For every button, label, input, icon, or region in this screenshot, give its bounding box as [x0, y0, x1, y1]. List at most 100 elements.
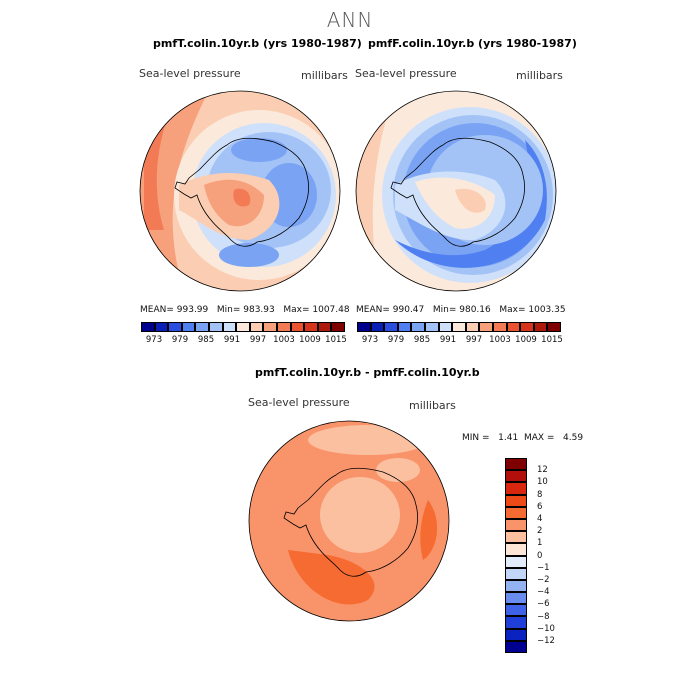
- diff-panel-map: [248, 420, 450, 622]
- colorbar-swatch: [505, 616, 527, 629]
- diff-panel-title: pmfT.colin.10yr.b - pmfF.colin.10yr.b: [255, 366, 480, 379]
- min-value: 983.93: [243, 305, 275, 315]
- mean-label: MEAN=: [140, 305, 174, 315]
- colorbar-tick-label: 997: [249, 335, 267, 345]
- panel-1-units: millibars: [301, 69, 348, 82]
- colorbar-tick-label: 979: [171, 335, 189, 345]
- max-value: 4.59: [563, 433, 584, 443]
- colorbar-tick-label: 1015: [325, 335, 347, 345]
- mean-value: 990.47: [392, 305, 425, 315]
- map-contour: [204, 179, 264, 227]
- colorbar-swatch: [411, 322, 425, 332]
- colorbar-tick-label: −1: [537, 562, 550, 573]
- colorbar-tick-label: 991: [223, 335, 241, 345]
- colorbar-tick-label: −8: [537, 611, 550, 622]
- min-label: MIN =: [462, 433, 490, 443]
- colorbar-tick-label: 4: [537, 514, 543, 524]
- colorbar-swatch: [505, 640, 527, 653]
- colorbar-swatch: [505, 494, 527, 507]
- max-value: 1007.48: [312, 305, 350, 315]
- colorbar-swatch: [505, 567, 527, 580]
- panel-2-units: millibars: [516, 69, 563, 82]
- colorbar-tick-label: −4: [537, 587, 550, 598]
- panel-1-stats: MEAN= 993.99 Min= 983.93 Max= 1007.48: [140, 305, 350, 315]
- map-contour: [308, 425, 428, 455]
- colorbar-swatch: [505, 506, 527, 519]
- min-value: 1.41: [498, 433, 519, 443]
- map-contour: [233, 188, 251, 207]
- map-contour: [219, 243, 279, 267]
- colorbar-swatch: [236, 322, 250, 332]
- map-border: [139, 90, 341, 292]
- colorbar-swatch: [505, 518, 527, 532]
- figure-title: ANN: [326, 8, 374, 32]
- colorbar-swatch: [222, 322, 237, 332]
- colorbar-swatch: [263, 322, 277, 332]
- panel-1-colorbar: [141, 322, 345, 332]
- colorbar-swatch: [547, 322, 561, 332]
- diff-panel-stats: MIN = 1.41 MAX = 4.59: [462, 433, 583, 443]
- colorbar-tick-label: 6: [537, 501, 543, 512]
- colorbar-tick-label: 12: [537, 465, 548, 476]
- colorbar-tick-label: 1: [537, 538, 543, 549]
- colorbar-swatch: [141, 322, 155, 332]
- diff-panel-variable: Sea-level pressure: [248, 396, 350, 409]
- panel-1-colorbar-ticks: 973 979 985 991 997 1003 1009 1015: [141, 335, 349, 345]
- colorbar-swatch: [181, 322, 196, 332]
- colorbar-swatch: [520, 322, 534, 332]
- colorbar-tick-label: 991: [439, 335, 457, 345]
- min-label: Min=: [432, 305, 457, 315]
- colorbar-swatch: [168, 322, 182, 332]
- colorbar-tick-label: 1003: [273, 335, 295, 345]
- colorbar-swatch: [505, 458, 527, 471]
- colorbar-swatch: [357, 322, 371, 332]
- map-contour: [455, 188, 486, 213]
- diff-colorbar-ticks: 12 10 8 6 4 2 1 0 −1 −2 −4 −6 −8 −10 −12: [537, 458, 567, 658]
- panel-2-colorbar: [357, 322, 561, 332]
- colorbar-tick-label: 10: [537, 477, 548, 488]
- colorbar-tick-label: −10: [537, 623, 555, 634]
- colorbar-tick-label: 2: [537, 526, 543, 537]
- colorbar-swatch: [533, 322, 548, 332]
- colorbar-swatch: [505, 628, 527, 641]
- panel-2-map: [355, 90, 557, 292]
- map-contour: [376, 458, 420, 482]
- coastline: [174, 137, 309, 247]
- colorbar-swatch: [317, 322, 332, 332]
- panel-2-variable: Sea-level pressure: [355, 67, 457, 80]
- map-contour: [415, 177, 495, 229]
- colorbar-tick-label: 1003: [489, 335, 511, 345]
- colorbar-swatch: [304, 322, 318, 332]
- colorbar-tick-label: 973: [361, 335, 379, 345]
- diff-colorbar: [505, 458, 527, 653]
- colorbar-swatch: [195, 322, 209, 332]
- map-contour: [288, 550, 375, 605]
- colorbar-swatch: [154, 322, 169, 332]
- colorbar-swatch: [465, 322, 480, 332]
- map-contour: [231, 138, 287, 162]
- map-border: [248, 420, 450, 622]
- map-contour: [420, 500, 438, 560]
- colorbar-swatch: [370, 322, 385, 332]
- colorbar-swatch: [505, 579, 527, 593]
- colorbar-swatch: [249, 322, 264, 332]
- colorbar-tick-label: −2: [537, 575, 550, 585]
- colorbar-swatch: [505, 604, 527, 617]
- colorbar-swatch: [331, 322, 345, 332]
- colorbar-swatch: [506, 322, 521, 332]
- colorbar-tick-label: 979: [387, 335, 405, 345]
- min-value: 980.16: [459, 305, 491, 315]
- max-label: Max=: [283, 305, 310, 315]
- panel-2-stats: MEAN= 990.47 Min= 980.16 Max= 1003.35: [356, 305, 566, 315]
- colorbar-tick-label: 1009: [515, 335, 537, 345]
- colorbar-tick-label: −6: [537, 599, 550, 610]
- colorbar-swatch: [208, 322, 223, 332]
- mean-label: MEAN=: [356, 305, 390, 315]
- colorbar-swatch: [397, 322, 412, 332]
- colorbar-tick-label: 973: [145, 335, 163, 345]
- colorbar-swatch: [479, 322, 493, 332]
- max-label: MAX =: [523, 433, 555, 443]
- colorbar-tick-label: 0: [537, 550, 543, 561]
- mean-value: 993.99: [176, 305, 209, 315]
- panel-1-variable: Sea-level pressure: [139, 67, 241, 80]
